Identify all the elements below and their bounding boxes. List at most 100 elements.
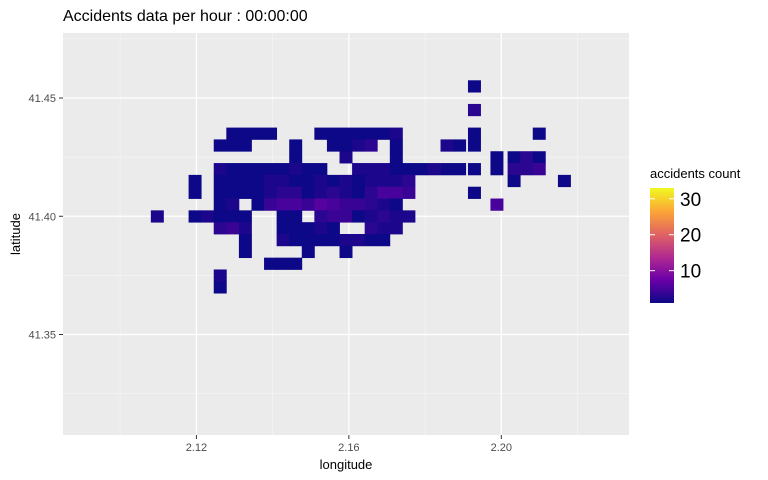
heatmap-cell [467,139,481,152]
heatmap-cell [251,198,265,211]
heatmap-cell [238,222,252,235]
heatmap-cell [389,198,403,211]
heatmap-cell [251,174,265,188]
heatmap-cell [326,234,340,247]
heatmap-cell [339,174,353,188]
heatmap-cell [276,210,290,223]
heatmap-cell [264,163,278,176]
heatmap-cell [352,127,366,140]
heatmap-cell [339,151,353,164]
heatmap-cell [364,234,378,247]
heatmap-cell [201,210,215,223]
heatmap-cell [490,198,504,211]
heatmap-cell [389,174,403,188]
legend: accidents count 10 20 30 [650,166,741,303]
heatmap-cell [467,163,481,176]
heatmap-cell [301,163,315,176]
legend-ticks: 10 20 30 [650,190,701,283]
heatmap-cell [314,163,328,176]
heatmap-cell [490,163,504,176]
heatmap-cell [326,186,340,199]
x-axis-ticks: 2.12 2.16 2.20 [186,435,512,454]
chart-title: Accidents data per hour : 00:00:00 [63,8,308,25]
heatmap-cell [377,127,391,140]
heatmap-cell [276,257,290,270]
heatmap-cell [314,174,328,188]
heatmap-cell [453,139,467,152]
heatmap-cell [301,245,315,259]
heatmap-cell [238,210,252,223]
heatmap-cell [490,151,504,164]
heatmap-cell [352,234,366,247]
heatmap-cell [289,174,303,188]
heatmap-cell [467,80,481,93]
heatmap-cell [339,234,353,247]
heatmap-cell [276,222,290,235]
heatmap-cell [150,210,164,223]
heatmap-cell [276,186,290,199]
heatmap-cell [301,234,315,247]
heatmap-cell [226,127,240,140]
heatmap-cell [402,163,416,176]
heatmap-cell [238,163,252,176]
heatmap-cell [276,163,290,176]
heatmap-cell [238,245,252,259]
heatmap-cell [276,234,290,247]
heatmap-cell [314,186,328,199]
heatmap-cell [364,139,378,152]
heatmap-cell [238,234,252,247]
heatmap-cell [301,186,315,199]
heatmap-cell [314,222,328,235]
heatmap-cell [289,151,303,164]
heatmap-cell [377,198,391,211]
heatmap-cell [364,186,378,199]
heatmap-cell [389,163,403,176]
heatmap-cell [301,222,315,235]
heatmap-cell [264,174,278,188]
heatmap-cell [352,174,366,188]
heatmap-cell [377,186,391,199]
heatmap-cell [364,222,378,235]
heatmap-cell [520,151,534,164]
heatmap-cell [213,139,227,152]
heatmap-cell [377,163,391,176]
heatmap-cell [276,198,290,211]
y-tick-label: 41.40 [28,211,56,223]
heatmap-cell [326,210,340,223]
x-tick-label: 2.20 [491,442,512,454]
heatmap-cell [289,222,303,235]
x-axis-title: longitude [320,457,373,472]
heatmap-cell [557,174,571,188]
heatmap-cell [364,127,378,140]
heatmap-cell [264,257,278,270]
heatmap-cell [377,222,391,235]
heatmap-cell [213,163,227,176]
heatmap-cell [377,174,391,188]
heatmap-cells [150,80,571,294]
heatmap-cell [326,222,340,235]
heatmap-cell [377,210,391,223]
heatmap-cell [238,127,252,140]
heatmap-cell [389,210,403,223]
heatmap-cell [532,151,546,164]
heatmap-cell [389,139,403,152]
heatmap-cell [326,198,340,211]
heatmap-cell [264,127,278,140]
heatmap-cell [532,163,546,176]
heatmap-cell [314,210,328,223]
heatmap-cell [289,139,303,152]
heatmap-cell [289,210,303,223]
heatmap-cell [389,151,403,164]
heatmap-cell [213,174,227,188]
heatmap-cell [188,210,202,223]
heatmap-cell [453,163,467,176]
heatmap-cell [226,222,240,235]
heatmap-cell [364,163,378,176]
heatmap-cell [377,234,391,247]
legend-tick-label: 30 [680,190,701,211]
heatmap-cell [389,222,403,235]
heatmap-cell [507,151,521,164]
heatmap-cell [389,186,403,199]
heatmap-cell [352,163,366,176]
